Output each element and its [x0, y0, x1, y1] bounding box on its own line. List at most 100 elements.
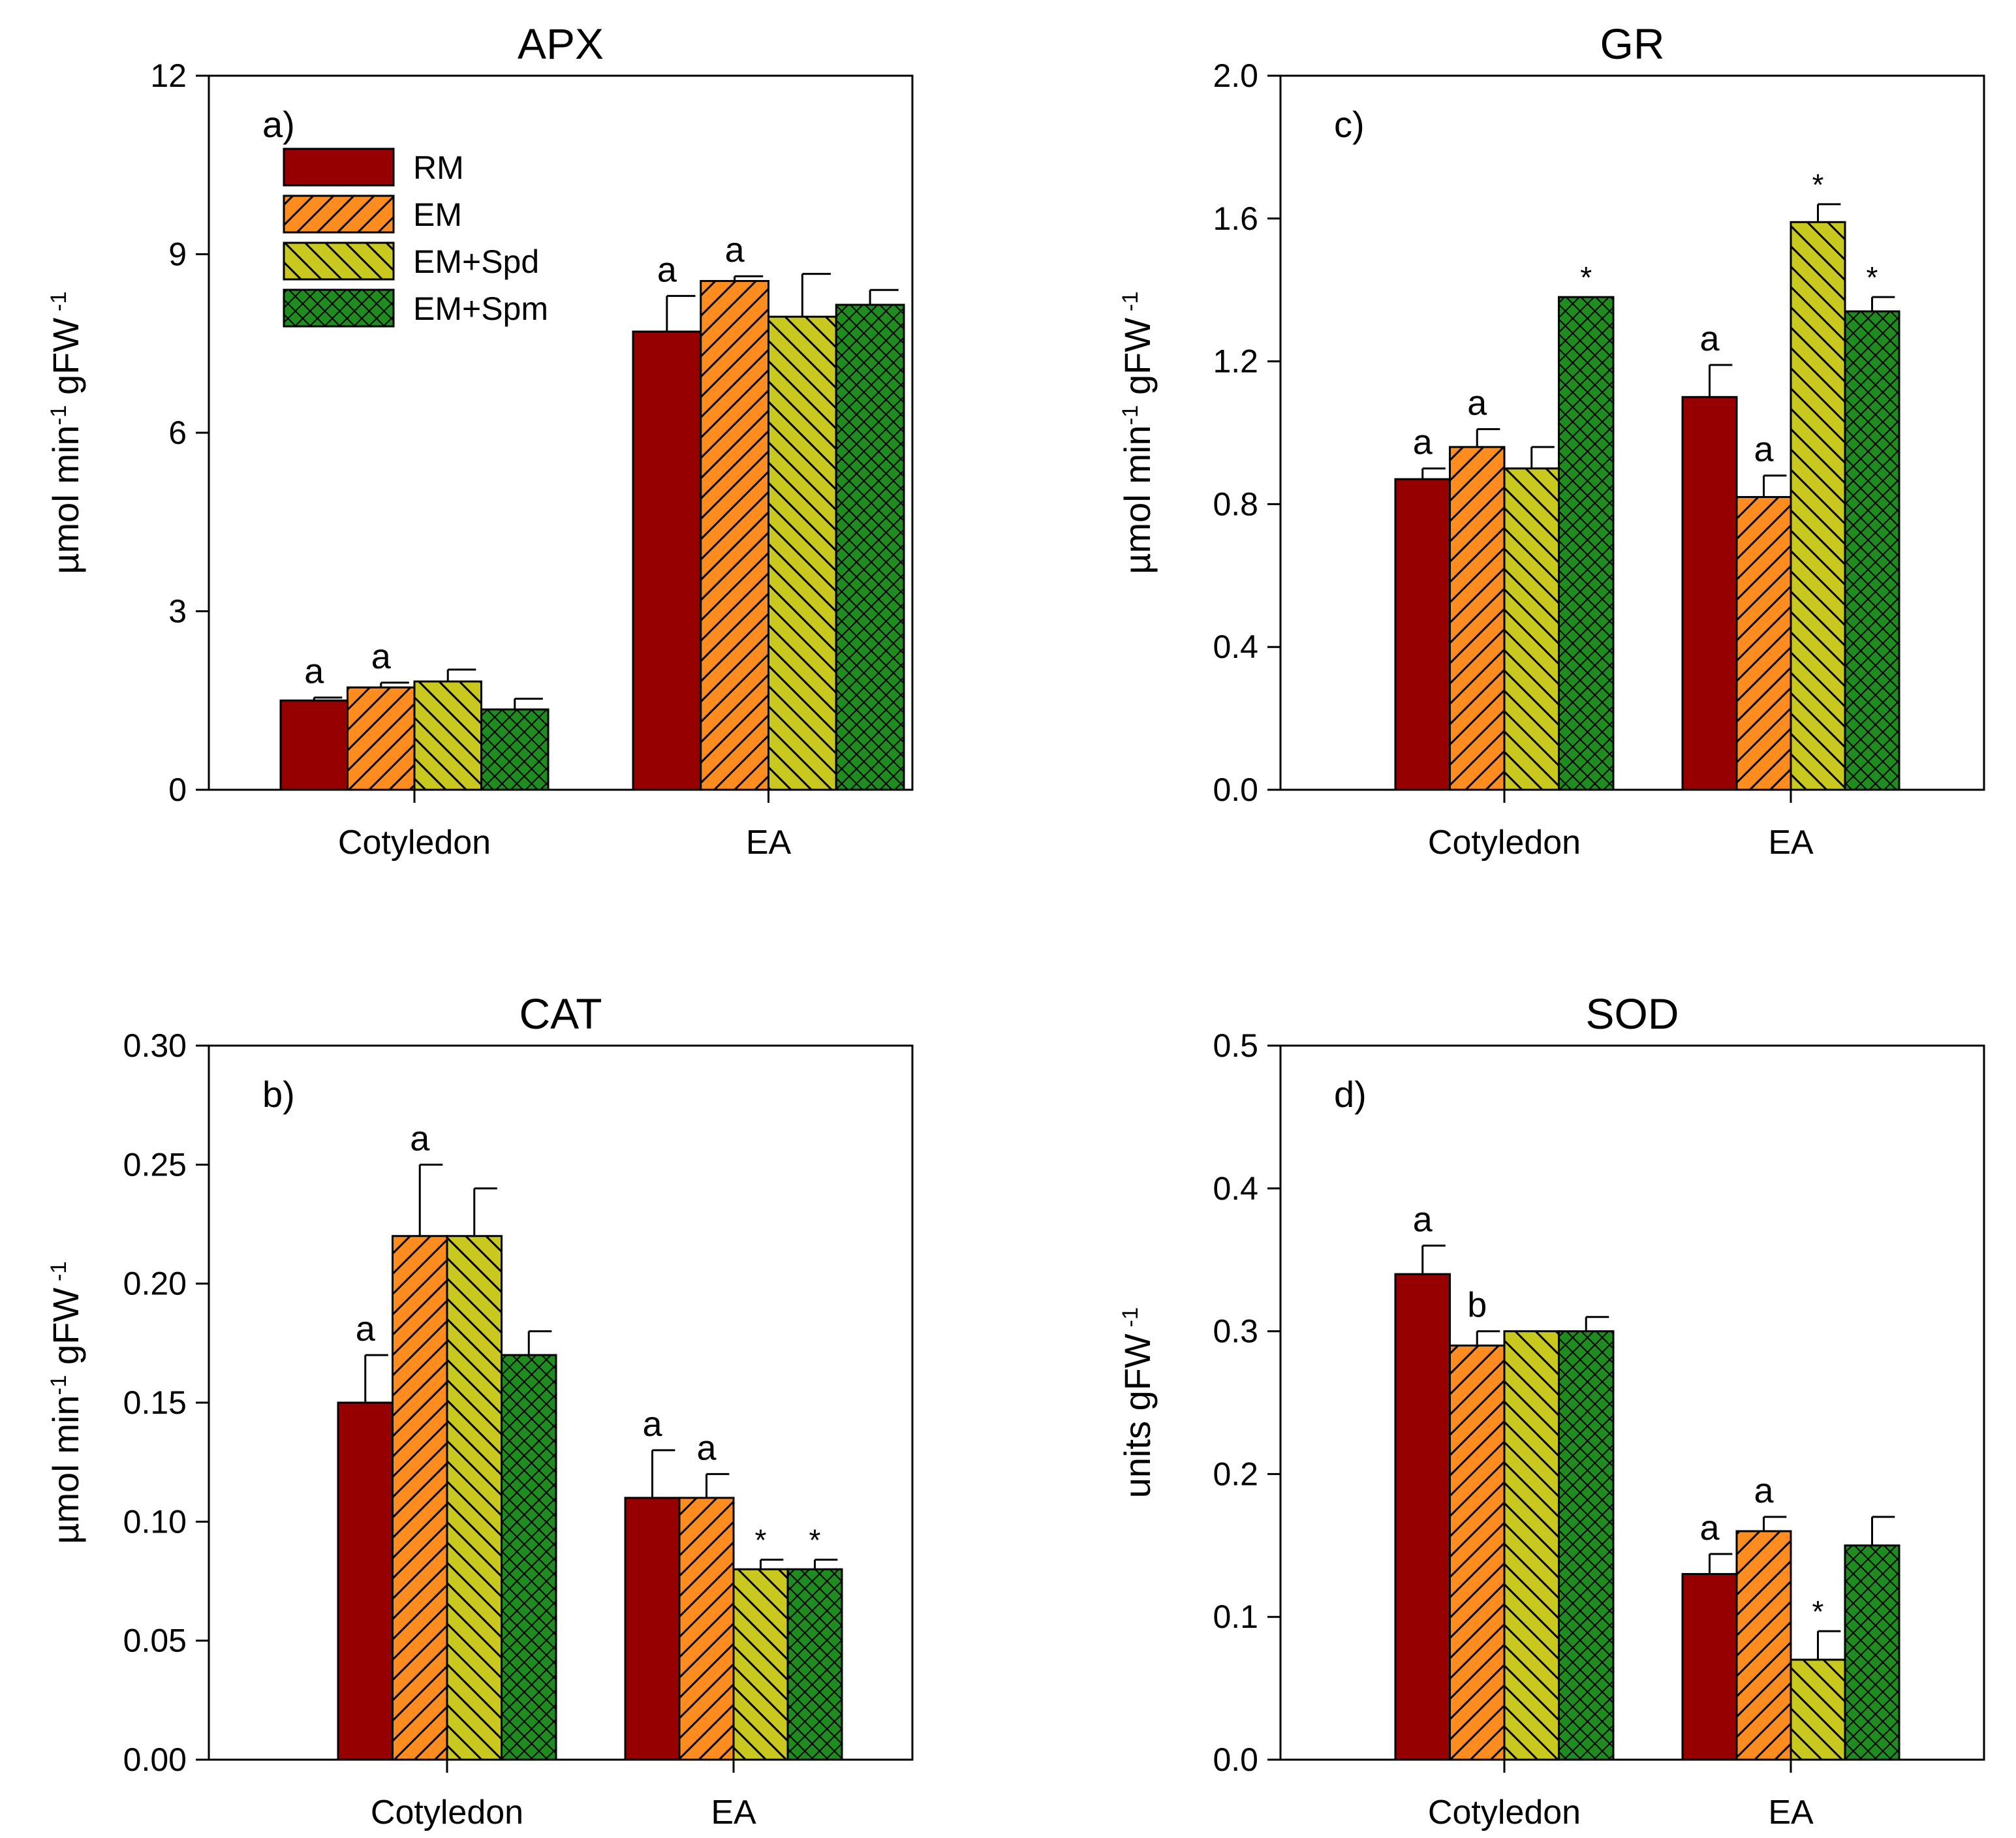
significance-label: a	[304, 652, 324, 691]
y-tick-label: 0.8	[1213, 486, 1258, 522]
panel-label: a)	[262, 104, 295, 145]
y-tick-label: 0.10	[123, 1503, 187, 1540]
bar-em-ea	[700, 280, 769, 791]
y-tick-label: 0.0	[1213, 1741, 1258, 1778]
panel-apx: APX a) µmol min-1 gFW -1 Cotyledon EA a a…	[45, 20, 914, 862]
bar-em-spm-ea	[786, 1568, 843, 1761]
y-tick-label: 0.2	[1213, 1456, 1258, 1492]
significance-label: a	[696, 1428, 717, 1467]
bar-em-spm-cotyledon	[1558, 296, 1615, 791]
significance-label: *	[1580, 260, 1592, 294]
x-tick-label: EA	[711, 1794, 756, 1831]
y-tick-label: 0.00	[123, 1741, 187, 1778]
y-tick-label: 0.15	[123, 1384, 187, 1421]
panel-sod: SOD d) units gFW -1 Cotyledon EA aaba*0.…	[1117, 989, 1985, 1831]
x-tick-label: Cotyledon	[1428, 1794, 1581, 1831]
significance-label: *	[809, 1523, 821, 1557]
y-tick-label: 1.6	[1213, 200, 1258, 237]
significance-label: a	[371, 637, 392, 676]
y-tick-label: 1.2	[1213, 343, 1258, 380]
legend-swatch-em-spd	[283, 241, 395, 281]
significance-label: a	[356, 1309, 376, 1348]
panel-label: c)	[1334, 104, 1365, 145]
bar-em-ea	[678, 1497, 735, 1761]
bar-rm-ea	[624, 1497, 681, 1761]
y-tick-label: 12	[150, 57, 187, 94]
significance-label: a	[1699, 1508, 1720, 1548]
bar-rm-cotyledon	[279, 699, 349, 791]
bar-em-spm-cotyledon	[1558, 1330, 1615, 1761]
bar-rm-cotyledon	[337, 1401, 394, 1761]
y-axis-label: units gFW -1	[1117, 1307, 1158, 1499]
bar-em-spd-cotyledon	[1503, 1330, 1560, 1761]
bar-rm-ea	[1681, 1573, 1738, 1761]
x-tick-label: Cotyledon	[1428, 824, 1581, 862]
bar-em-spd-ea	[768, 315, 837, 791]
significance-label: a	[642, 1405, 662, 1444]
legend-label: RM	[413, 149, 464, 186]
legend-label: EM+Spm	[413, 290, 548, 327]
bar-em-cotyledon	[1449, 1344, 1506, 1761]
legend-swatch-em	[283, 195, 395, 234]
bar-rm-ea	[1681, 396, 1738, 791]
bar-em-spd-cotyledon	[413, 680, 482, 791]
significance-label: a	[410, 1119, 430, 1158]
legend-swatch-rm	[283, 148, 395, 187]
y-tick-label: 0.25	[123, 1146, 187, 1183]
plot-frame	[1279, 74, 1985, 791]
panel-label: d)	[1334, 1074, 1367, 1115]
significance-label: *	[755, 1523, 767, 1557]
panel-label: b)	[262, 1074, 295, 1115]
chart-title: SOD	[1585, 989, 1679, 1038]
y-axis-label: µmol min-1 gFW -1	[45, 1261, 86, 1544]
plot-frame	[1279, 1044, 1985, 1761]
bar-em-spd-ea	[1790, 221, 1846, 791]
y-tick-label: 3	[168, 593, 187, 630]
legend-label: EM	[413, 196, 462, 233]
significance-label: a	[1413, 1200, 1433, 1239]
y-axis-label: µmol min-1 gFW -1	[45, 291, 86, 574]
x-tick-label: Cotyledon	[338, 824, 491, 862]
significance-label: a	[1413, 423, 1433, 462]
y-tick-label: 0.05	[123, 1623, 187, 1659]
bar-em-ea	[1735, 495, 1792, 791]
bar-rm-ea	[632, 330, 702, 791]
bar-em-spd-cotyledon	[1503, 467, 1560, 791]
bar-em-cotyledon	[1449, 446, 1506, 791]
significance-label: *	[1812, 168, 1824, 202]
bar-em-spd-ea	[1790, 1659, 1846, 1761]
y-tick-label: 0.3	[1213, 1313, 1258, 1350]
chart-title: CAT	[519, 989, 602, 1038]
significance-label: *	[1867, 260, 1878, 294]
bar-em-spd-cotyledon	[446, 1235, 503, 1761]
y-tick-label: 0.4	[1213, 629, 1258, 665]
significance-label: a	[657, 250, 677, 289]
y-tick-label: 9	[168, 236, 187, 273]
legend-swatch-em-spm	[283, 288, 395, 328]
x-tick-label: EA	[1768, 1794, 1814, 1831]
y-tick-label: 0.0	[1213, 771, 1258, 808]
bar-em-spd-ea	[732, 1568, 789, 1761]
chart-title: APX	[518, 20, 604, 68]
y-tick-label: 0.5	[1213, 1027, 1258, 1064]
bar-em-spm-cotyledon	[501, 1354, 557, 1761]
significance-label: a	[1754, 1471, 1774, 1510]
bar-em-spm-cotyledon	[480, 708, 550, 791]
legend-label: EM+Spd	[413, 243, 539, 280]
significance-label: *	[1812, 1595, 1824, 1628]
significance-label: a	[725, 230, 745, 270]
panel-cat: CAT b) µmol min-1 gFW -1 Cotyledon EA aa…	[45, 989, 914, 1831]
y-tick-label: 2.0	[1213, 57, 1258, 94]
bar-em-spm-ea	[1844, 310, 1900, 791]
bar-em-ea	[1735, 1530, 1792, 1761]
bar-em-cotyledon	[392, 1235, 448, 1761]
x-tick-label: Cotyledon	[371, 1794, 523, 1831]
significance-label: a	[1467, 384, 1487, 423]
y-tick-label: 0.30	[123, 1027, 187, 1064]
y-tick-label: 6	[168, 414, 187, 451]
x-tick-label: EA	[1768, 824, 1814, 862]
significance-label: a	[1754, 430, 1774, 469]
panel-gr: GR c) µmol min-1 gFW -1 Cotyledon EA aaa…	[1117, 20, 1985, 862]
significance-label: b	[1467, 1286, 1487, 1325]
